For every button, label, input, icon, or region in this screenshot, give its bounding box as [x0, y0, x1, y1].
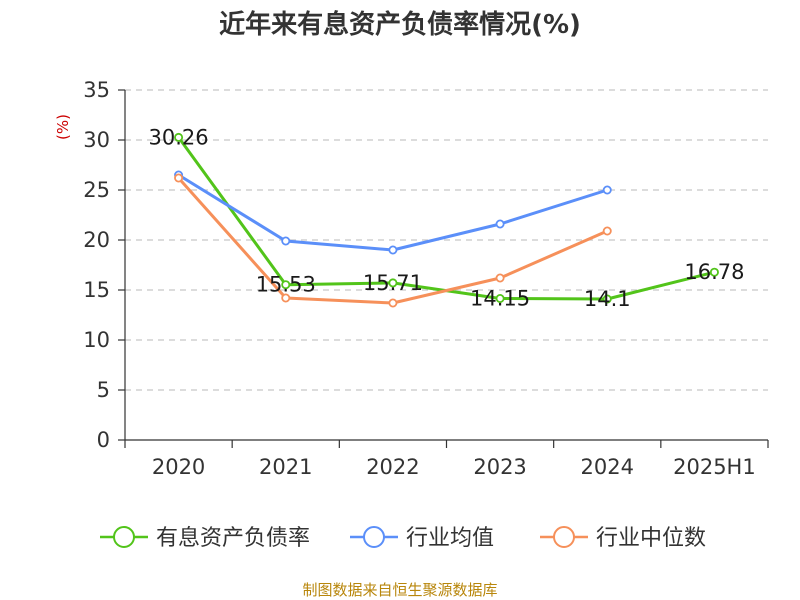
- x-tick-label: 2023: [473, 455, 526, 479]
- legend-item-0[interactable]: 有息资产负债率: [100, 526, 310, 551]
- data-point: [174, 173, 184, 183]
- x-tick-label: 2020: [152, 455, 205, 479]
- y-tick-label: 30: [83, 128, 110, 152]
- x-tick-label: 2021: [259, 455, 312, 479]
- x-tick-label: 2025H1: [673, 455, 756, 479]
- data-label: 14.15: [470, 287, 530, 311]
- data-point: [495, 273, 505, 283]
- grid: [125, 89, 768, 391]
- data-point: [281, 293, 291, 303]
- legend-label: 有息资产负债率: [156, 526, 310, 551]
- data-point: [709, 267, 719, 277]
- series-lines: [174, 132, 719, 308]
- y-tick-label: 5: [97, 378, 110, 402]
- y-tick-label: 35: [83, 78, 110, 102]
- legend-marker: [553, 526, 575, 548]
- data-label: 15.71: [363, 271, 423, 295]
- data-label: 14.1: [584, 287, 631, 311]
- data-point: [281, 280, 291, 290]
- y-tick-label: 15: [83, 278, 110, 302]
- data-labels: 30.26 15.53 15.71 14.15 14.1 16.78: [149, 125, 745, 311]
- data-point: [602, 294, 612, 304]
- data-point: [174, 132, 184, 142]
- legend-label: 行业中位数: [596, 526, 706, 551]
- source-note: 制图数据来自恒生聚源数据库: [302, 581, 497, 599]
- legend-marker: [363, 526, 385, 548]
- data-point: [388, 298, 398, 308]
- data-point: [388, 245, 398, 255]
- data-point: [495, 293, 505, 303]
- data-point: [388, 278, 398, 288]
- y-tick-label: 10: [83, 328, 110, 352]
- y-tick-label: 20: [83, 228, 110, 252]
- legend-item-2[interactable]: 行业中位数: [540, 526, 706, 551]
- axes: 0 5 10 15 20 25 30 35 2020 2021 2022 2023 2024 2025H1: [83, 78, 769, 479]
- legend: 有息资产负债率 行业均值 行业中位数: [100, 526, 706, 551]
- data-point: [495, 219, 505, 229]
- x-tick-label: 2022: [366, 455, 419, 479]
- series-line-1: [177, 173, 609, 252]
- data-label: 16.78: [684, 260, 744, 284]
- data-label: 30.26: [149, 125, 209, 149]
- y-tick-label: 0: [97, 428, 110, 452]
- y-tick-label: 25: [83, 178, 110, 202]
- x-tick-label: 2024: [581, 455, 634, 479]
- chart-title: 近年来有息资产负债率情况(%): [219, 9, 581, 40]
- data-point: [602, 226, 612, 236]
- y-axis-label: (%): [54, 114, 72, 140]
- legend-label: 行业均值: [406, 526, 494, 551]
- legend-marker: [113, 526, 135, 548]
- data-label: 15.53: [256, 273, 316, 297]
- data-point: [602, 185, 612, 195]
- legend-item-1[interactable]: 行业均值: [350, 526, 494, 551]
- data-point: [281, 236, 291, 246]
